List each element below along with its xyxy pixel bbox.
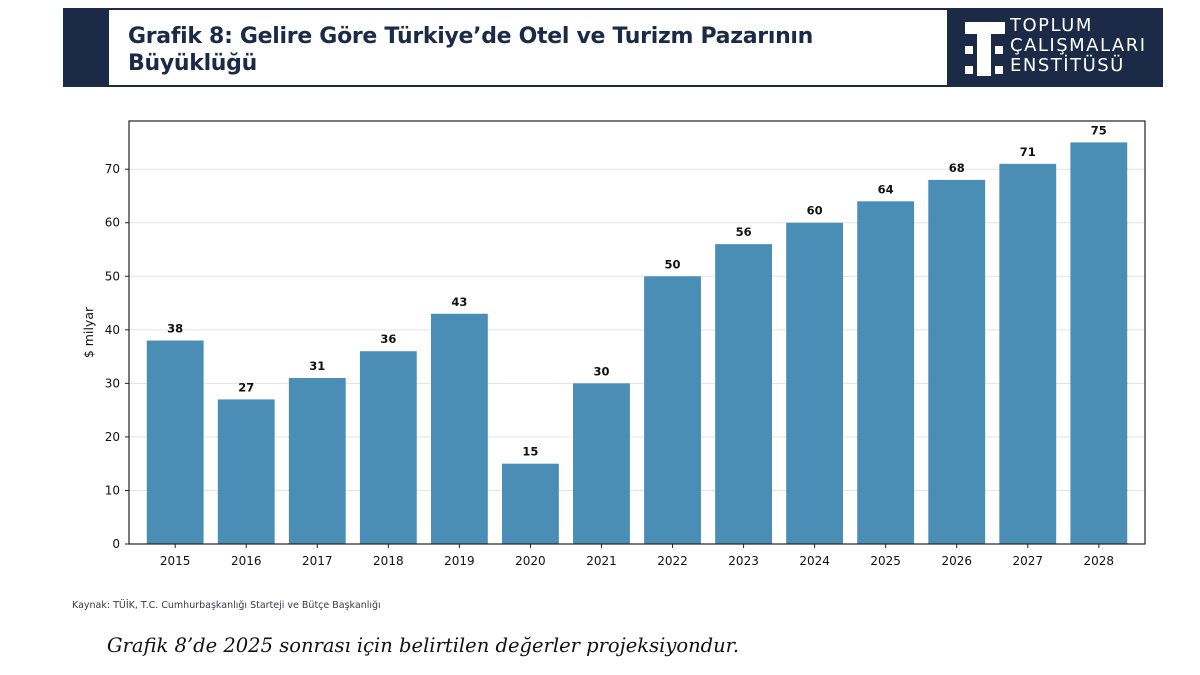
title-panel: Grafik 8: Gelire Göre Türkiye’de Otel ve… [109, 10, 947, 85]
x-tick-label: 2027 [1012, 554, 1043, 568]
data-label: 27 [238, 380, 254, 394]
header-bar: Grafik 8: Gelire Göre Türkiye’de Otel ve… [63, 8, 1163, 87]
bar-2021 [573, 383, 630, 544]
y-tick-label: 40 [105, 323, 120, 337]
bar-chart: 38 2015 27 2016 31 2017 36 2018 43 2019 15 2020 30 20… [81, 120, 1146, 568]
bar-2019 [430, 313, 488, 544]
data-label: 56 [736, 225, 752, 239]
data-label: 71 [1020, 145, 1036, 159]
x-tick-label: 2023 [728, 554, 759, 568]
y-tick-label: 30 [105, 376, 120, 390]
logo-line: ÇALIŞMALARI [1010, 35, 1147, 56]
data-label: 43 [451, 295, 467, 309]
x-tick-label: 2018 [373, 554, 404, 568]
bar-2025 [857, 201, 915, 544]
data-label: 30 [593, 364, 609, 378]
data-label: 64 [878, 182, 894, 196]
bar-2023 [715, 244, 772, 544]
bar-2016 [217, 399, 275, 544]
data-label: 38 [167, 322, 183, 336]
x-tick-label: 2019 [444, 554, 475, 568]
projection-note: Grafik 8’de 2025 sonrası için belirtilen… [107, 634, 740, 657]
data-label: 68 [949, 161, 965, 175]
data-label: 31 [309, 359, 325, 373]
bar-2020 [502, 463, 559, 544]
x-tick-label: 2021 [586, 554, 617, 568]
institute-logo: TOPLUM ÇALIŞMALARI ENSTİTÜSÜ [963, 8, 1163, 87]
bar-2018 [359, 351, 417, 544]
data-label: 75 [1091, 123, 1107, 137]
chart-title: Grafik 8: Gelire Göre Türkiye’de Otel ve… [128, 24, 814, 76]
x-tick-label: 2022 [657, 554, 688, 568]
x-tick-label: 2016 [231, 554, 262, 568]
source-text: Kaynak: TÜİK, T.C. Cumhurbaşkanlığı Star… [72, 600, 381, 611]
plot-frame [128, 120, 1146, 545]
y-axis-label: $ milyar [81, 306, 96, 358]
y-tick-label: 10 [105, 483, 120, 497]
bar-2017 [288, 378, 346, 544]
x-tick-label: 2020 [515, 554, 546, 568]
x-tick-label: 2015 [160, 554, 191, 568]
y-tick-label: 20 [105, 430, 120, 444]
logo-text: TOPLUM ÇALIŞMALARI ENSTİTÜSÜ [1010, 16, 1147, 76]
x-tick-label: 2025 [870, 554, 901, 568]
bar-2015 [146, 340, 204, 544]
bar-2022 [644, 276, 701, 544]
x-tick-label: 2026 [941, 554, 972, 568]
y-tick-label: 0 [112, 537, 120, 551]
x-tick-label: 2017 [302, 554, 333, 568]
y-tick-label: 60 [105, 216, 120, 230]
bar-2026 [928, 179, 986, 544]
data-label: 60 [807, 204, 823, 218]
bar-2027 [999, 163, 1057, 544]
bar-2024 [786, 222, 844, 544]
y-tick-label: 70 [105, 162, 120, 176]
x-tick-label: 2024 [799, 554, 830, 568]
data-label: 36 [380, 332, 396, 346]
data-label: 50 [665, 257, 681, 271]
logo-line: ENSTİTÜSÜ [1010, 55, 1125, 76]
data-label: 15 [522, 445, 538, 459]
y-tick-label: 50 [105, 269, 120, 283]
logo-t-icon [965, 22, 1005, 76]
bar-2028 [1070, 142, 1128, 544]
logo-line: TOPLUM [1010, 15, 1093, 36]
x-tick-label: 2028 [1084, 554, 1115, 568]
